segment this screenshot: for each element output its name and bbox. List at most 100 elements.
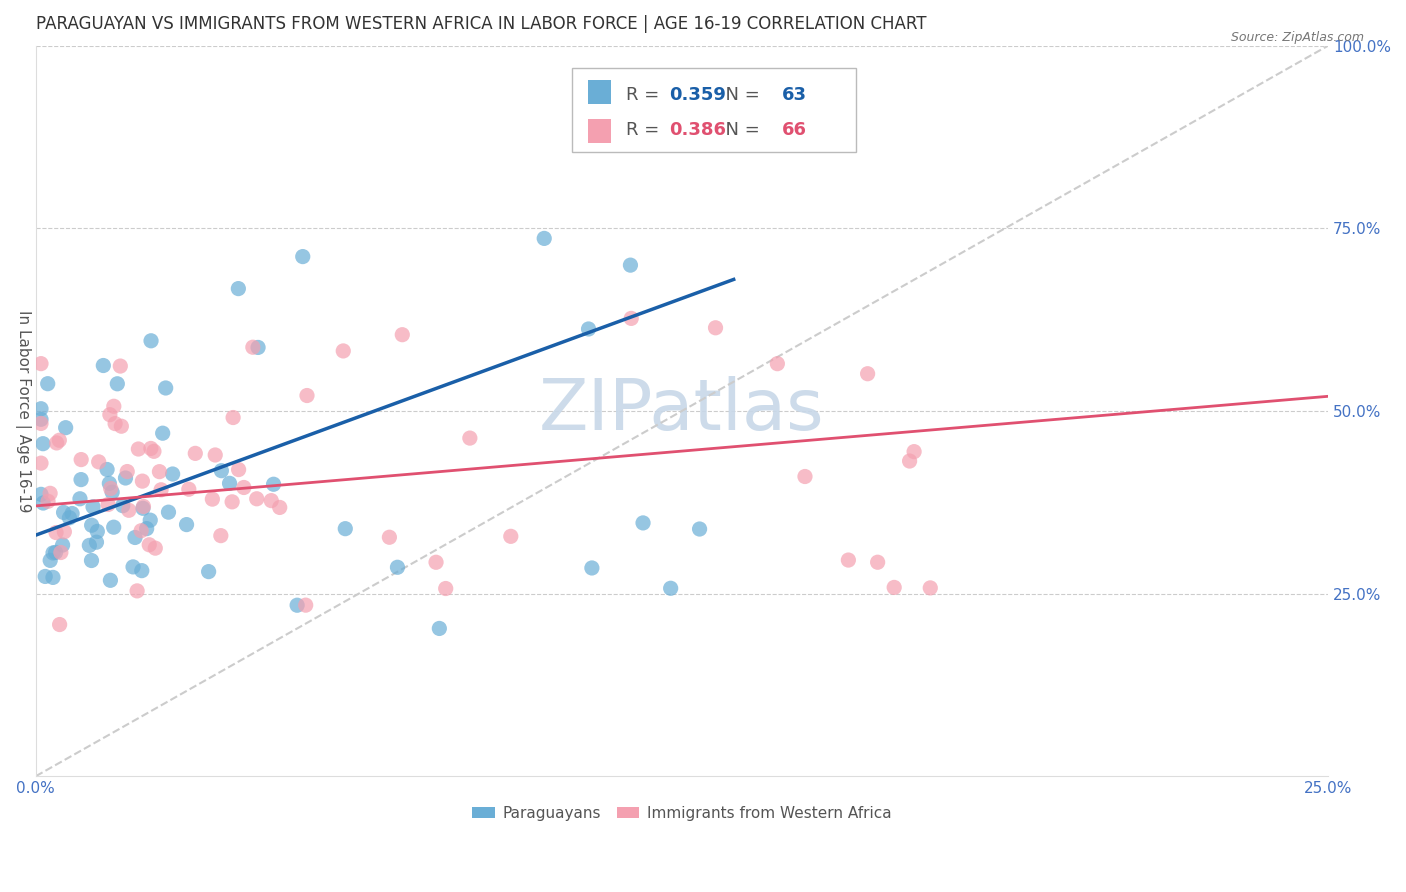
Immigrants from Western Africa — [458, 431, 481, 445]
Paraguayans — [98, 476, 121, 491]
Immigrants from Western Africa — [132, 500, 155, 514]
Paraguayans — [80, 518, 103, 533]
Immigrants from Western Africa — [150, 483, 173, 497]
Immigrants from Western Africa — [127, 442, 149, 456]
Immigrants from Western Africa — [53, 524, 76, 539]
Text: 66: 66 — [782, 120, 807, 138]
Immigrants from Western Africa — [48, 617, 70, 632]
Text: N =: N = — [714, 86, 766, 103]
Paraguayans — [533, 231, 555, 245]
Paraguayans — [32, 496, 55, 510]
Immigrants from Western Africa — [294, 598, 316, 612]
Paraguayans — [263, 477, 285, 491]
Immigrants from Western Africa — [332, 343, 354, 358]
Immigrants from Western Africa — [499, 529, 522, 543]
Paraguayans — [42, 546, 65, 560]
Paraguayans — [659, 582, 682, 596]
Paraguayans — [387, 560, 409, 574]
Immigrants from Western Africa — [104, 417, 127, 431]
Immigrants from Western Africa — [232, 481, 254, 495]
Paraguayans — [91, 359, 114, 373]
Immigrants from Western Africa — [246, 491, 269, 506]
Text: R =: R = — [627, 86, 665, 103]
Paraguayans — [96, 462, 118, 476]
Immigrants from Western Africa — [45, 525, 67, 540]
Paraguayans — [209, 464, 232, 478]
Paraguayans — [619, 258, 641, 272]
Immigrants from Western Africa — [378, 530, 401, 544]
Immigrants from Western Africa — [883, 581, 905, 595]
Immigrants from Western Africa — [920, 581, 942, 595]
Immigrants from Western Africa — [127, 583, 149, 598]
Paraguayans — [139, 513, 162, 527]
Paraguayans — [58, 510, 80, 524]
Paraguayans — [132, 501, 155, 516]
Immigrants from Western Africa — [37, 494, 59, 508]
Immigrants from Western Africa — [103, 399, 125, 413]
Paraguayans — [631, 516, 654, 530]
Paraguayans — [578, 322, 600, 336]
Immigrants from Western Africa — [201, 492, 224, 507]
Immigrants from Western Africa — [129, 524, 152, 538]
Paraguayans — [157, 505, 180, 519]
Immigrants from Western Africa — [837, 553, 859, 567]
Immigrants from Western Africa — [391, 327, 413, 342]
Paraguayans — [103, 520, 125, 534]
Immigrants from Western Africa — [143, 541, 166, 556]
Paraguayans — [86, 535, 108, 549]
Paraguayans — [32, 436, 55, 450]
Bar — [588, 80, 612, 104]
Immigrants from Western Africa — [115, 465, 138, 479]
Paraguayans — [162, 467, 184, 481]
Paraguayans — [101, 485, 124, 500]
Paraguayans — [79, 538, 101, 552]
Immigrants from Western Africa — [30, 417, 52, 431]
Immigrants from Western Africa — [30, 456, 52, 470]
Immigrants from Western Africa — [704, 320, 727, 334]
Paraguayans — [82, 500, 104, 514]
Paraguayans — [30, 401, 52, 416]
Immigrants from Western Africa — [222, 410, 245, 425]
Paraguayans — [176, 517, 198, 532]
Paraguayans — [139, 334, 162, 348]
Paraguayans — [39, 553, 62, 567]
Paraguayans — [285, 598, 308, 612]
Immigrants from Western Africa — [766, 357, 789, 371]
Immigrants from Western Africa — [204, 448, 226, 462]
Immigrants from Western Africa — [295, 388, 318, 402]
Immigrants from Western Africa — [118, 503, 141, 517]
Immigrants from Western Africa — [39, 486, 62, 500]
Paraguayans — [30, 487, 52, 501]
Paraguayans — [427, 622, 450, 636]
Immigrants from Western Africa — [177, 482, 200, 496]
Paraguayans — [124, 531, 146, 545]
Text: 0.386: 0.386 — [669, 120, 725, 138]
Immigrants from Western Africa — [898, 454, 921, 468]
Paraguayans — [218, 476, 240, 491]
Paraguayans — [689, 522, 711, 536]
Immigrants from Western Africa — [45, 436, 67, 450]
Immigrants from Western Africa — [110, 359, 132, 373]
Immigrants from Western Africa — [148, 465, 170, 479]
Paraguayans — [228, 282, 250, 296]
Paraguayans — [37, 376, 59, 391]
Immigrants from Western Africa — [425, 555, 447, 569]
Immigrants from Western Africa — [209, 528, 232, 542]
Immigrants from Western Africa — [142, 444, 165, 458]
Paraguayans — [197, 565, 219, 579]
Immigrants from Western Africa — [228, 462, 250, 476]
Paraguayans — [335, 522, 357, 536]
Paraguayans — [42, 570, 65, 584]
Immigrants from Western Africa — [269, 500, 291, 515]
Immigrants from Western Africa — [48, 434, 70, 448]
Text: 63: 63 — [782, 86, 807, 103]
Immigrants from Western Africa — [866, 555, 889, 569]
Immigrants from Western Africa — [903, 444, 925, 458]
Paraguayans — [80, 553, 103, 567]
Legend: Paraguayans, Immigrants from Western Africa: Paraguayans, Immigrants from Western Afr… — [467, 800, 898, 827]
Immigrants from Western Africa — [856, 367, 879, 381]
Immigrants from Western Africa — [97, 498, 120, 512]
Paraguayans — [247, 341, 270, 355]
Text: Source: ZipAtlas.com: Source: ZipAtlas.com — [1230, 31, 1364, 45]
Immigrants from Western Africa — [620, 311, 643, 326]
